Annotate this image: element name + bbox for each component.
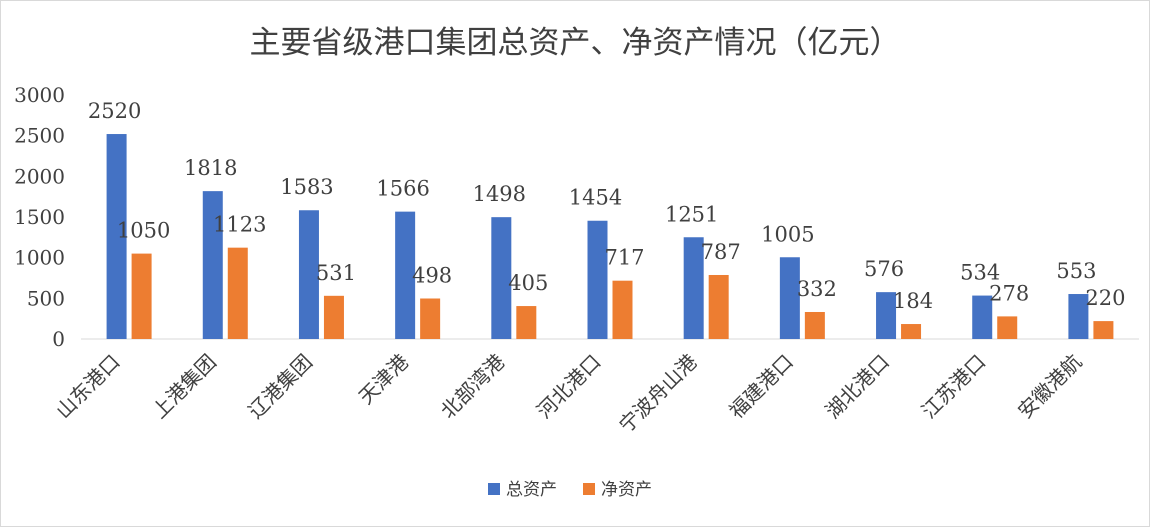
y-tick-label: 2500 xyxy=(14,124,65,148)
y-tick-label: 0 xyxy=(52,327,65,351)
x-tick-label: 辽港集团 xyxy=(243,350,317,424)
data-label: 576 xyxy=(864,257,904,281)
x-tick-label: 湖北港口 xyxy=(821,350,895,424)
bar-net-assets xyxy=(516,306,537,339)
legend-swatch-total-assets xyxy=(488,483,500,495)
y-axis: 0 500 1000 1500 2000 2500 3000 xyxy=(14,83,1139,351)
y-tick-label: 1000 xyxy=(14,246,65,270)
legend: 总资产 净资产 xyxy=(488,480,652,500)
data-label: 278 xyxy=(989,281,1029,305)
y-tick-label: 2000 xyxy=(14,164,65,188)
x-tick-label: 宁波舟山港 xyxy=(614,350,702,438)
bar-net-assets xyxy=(131,253,152,339)
data-label: 1454 xyxy=(569,186,622,210)
y-tick-label: 3000 xyxy=(14,83,65,107)
data-labels-group: 2520 1050 1818 1123 1583 531 1566 498 1498 405 145… xyxy=(88,99,1126,313)
legend-label: 净资产 xyxy=(601,480,652,500)
data-label: 1498 xyxy=(473,182,526,206)
data-label: 1005 xyxy=(761,222,814,246)
bar-net-assets xyxy=(227,247,248,339)
bar-net-assets xyxy=(901,324,922,339)
bar-net-assets xyxy=(420,298,441,339)
data-label: 717 xyxy=(604,246,644,270)
bar-net-assets xyxy=(323,295,344,339)
data-label: 220 xyxy=(1085,286,1125,310)
chart-title: 主要省级港口集团总资产、净资产情况（亿元） xyxy=(250,25,901,61)
data-label: 1050 xyxy=(117,219,170,243)
bar-total-assets xyxy=(298,210,319,339)
x-tick-label: 上港集团 xyxy=(147,350,221,424)
data-label: 1566 xyxy=(376,177,429,201)
bar-total-assets xyxy=(106,134,127,339)
bars-group xyxy=(106,134,1114,339)
bar-total-assets xyxy=(683,237,704,339)
data-label: 405 xyxy=(508,271,548,295)
bar-total-assets xyxy=(395,211,416,339)
data-label: 332 xyxy=(797,277,837,301)
legend-swatch-net-assets xyxy=(583,483,595,495)
x-tick-label: 江苏港口 xyxy=(917,350,991,424)
data-label: 531 xyxy=(316,261,356,285)
data-label: 2520 xyxy=(88,99,141,123)
data-label: 1251 xyxy=(665,202,718,226)
x-tick-label: 福建港口 xyxy=(724,350,798,424)
x-tick-label: 山东港口 xyxy=(51,350,125,424)
data-label: 787 xyxy=(701,240,741,264)
bar-net-assets xyxy=(1093,321,1114,339)
bar-total-assets xyxy=(202,191,223,339)
x-tick-label: 河北港口 xyxy=(532,350,606,424)
data-label: 184 xyxy=(893,289,933,313)
bar-total-assets xyxy=(972,295,993,339)
bar-net-assets xyxy=(708,274,729,339)
x-tick-label: 安徽港航 xyxy=(1013,350,1087,424)
data-label: 1583 xyxy=(280,175,333,199)
bar-net-assets xyxy=(612,280,633,339)
x-tick-label: 北部湾港 xyxy=(436,350,510,424)
data-label: 1123 xyxy=(213,213,266,237)
legend-label: 总资产 xyxy=(506,480,557,500)
y-tick-label: 500 xyxy=(27,286,65,310)
data-label: 498 xyxy=(412,263,452,287)
bar-total-assets xyxy=(876,292,897,339)
bar-total-assets xyxy=(1068,294,1089,339)
bar-net-assets xyxy=(997,316,1018,339)
bar-total-assets xyxy=(779,257,800,339)
x-tick-label: 天津港 xyxy=(354,350,413,409)
data-label: 534 xyxy=(960,261,1000,285)
bar-total-assets xyxy=(587,220,608,339)
bar-net-assets xyxy=(804,311,825,339)
x-axis: 山东港口 上港集团 辽港集团 天津港 北部湾港 河北港口 宁波舟山港 福建港口 湖北港口 江苏港口… xyxy=(51,350,1086,438)
data-label: 553 xyxy=(1056,259,1096,283)
bar-total-assets xyxy=(491,217,512,339)
data-label: 1818 xyxy=(184,156,237,180)
y-tick-label: 1500 xyxy=(14,205,65,229)
